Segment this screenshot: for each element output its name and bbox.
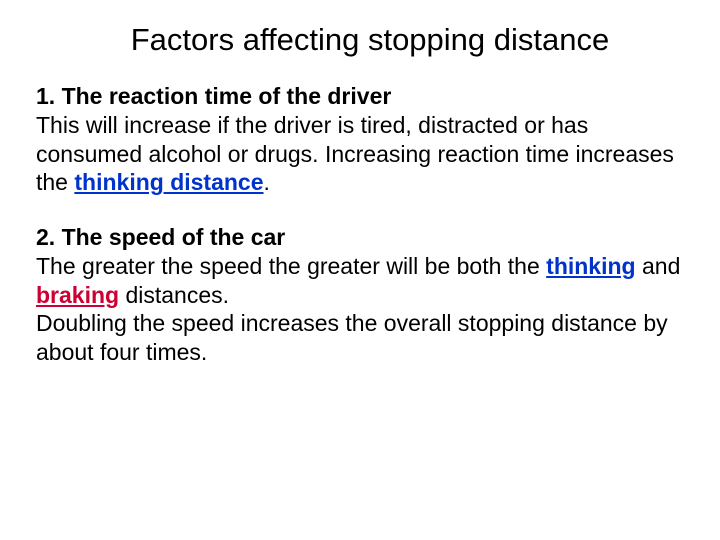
section-2: 2. The speed of the car The greater the … bbox=[36, 223, 684, 367]
section-2-body: The greater the speed the greater will b… bbox=[36, 252, 684, 367]
section-1-heading: 1. The reaction time of the driver bbox=[36, 82, 684, 111]
keyword-braking: braking bbox=[36, 282, 119, 308]
section-1-body: This will increase if the driver is tire… bbox=[36, 111, 684, 197]
section-2-line2: Doubling the speed increases the overall… bbox=[36, 310, 668, 365]
section-2-line1-post: distances. bbox=[119, 282, 229, 308]
section-1-text-post: . bbox=[264, 169, 270, 195]
keyword-thinking-distance: thinking distance bbox=[74, 169, 263, 195]
section-1: 1. The reaction time of the driver This … bbox=[36, 82, 684, 197]
section-2-line1-pre: The greater the speed the greater will b… bbox=[36, 253, 546, 279]
keyword-thinking: thinking bbox=[546, 253, 635, 279]
page-title: Factors affecting stopping distance bbox=[56, 22, 684, 58]
section-2-heading: 2. The speed of the car bbox=[36, 223, 684, 252]
section-2-line1-mid: and bbox=[636, 253, 681, 279]
